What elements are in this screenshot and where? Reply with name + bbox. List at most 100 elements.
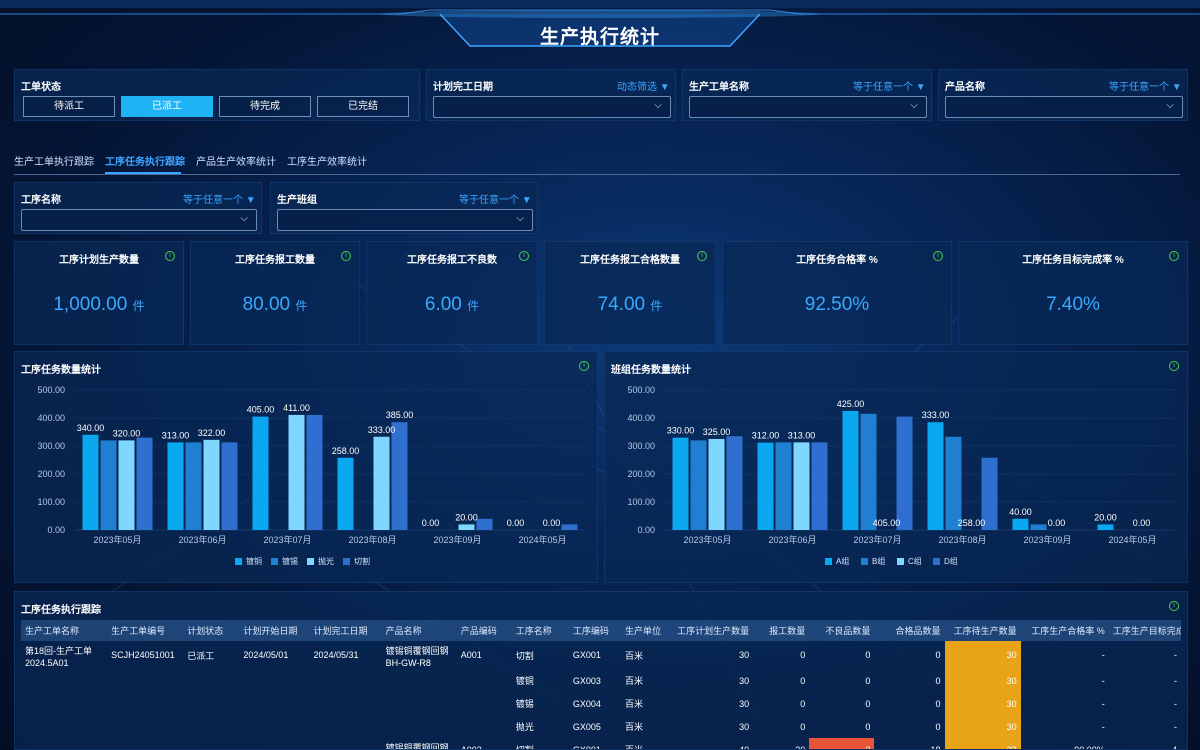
info-icon[interactable]: i	[579, 361, 589, 371]
table-row[interactable]: 镀铜 GX003 百米 30 0 0 0 30- -	[21, 669, 1181, 692]
table-row[interactable]: 抛光 GX005 百米 30 0 0 0 30- -	[21, 715, 1181, 738]
work-order-select[interactable]: ⌵	[689, 96, 927, 118]
legend-label: 抛光	[318, 556, 334, 566]
table-row[interactable]: 镀锡铜覆钢回钢 A002 切割 GX001 百米 40 20 2 18 22 90.00% 4	[21, 738, 1181, 750]
column-header[interactable]: 工序生产目标完成	[1108, 620, 1181, 641]
bar	[288, 414, 305, 530]
table-cell: 切割	[515, 745, 534, 750]
product-select[interactable]: ⌵	[945, 96, 1183, 118]
table-cell: 镀锡	[515, 699, 534, 709]
tab-process-task-tracking[interactable]: 工序任务执行跟踪	[105, 157, 185, 168]
bar	[185, 442, 202, 530]
column-header[interactable]: 计划开始日期	[239, 620, 310, 641]
table-cell: 4	[1171, 744, 1177, 750]
process-mode-link[interactable]: 等于任意一个 ▼	[183, 191, 256, 206]
data-label: 313.00	[788, 430, 816, 440]
product-mode-link[interactable]: 等于任意一个 ▼	[1109, 78, 1182, 93]
info-icon[interactable]: i	[1169, 601, 1179, 611]
table-cell	[21, 715, 107, 738]
table-cell: 镀锡铜覆钢回钢	[385, 743, 449, 750]
table-cell: -	[1174, 698, 1177, 709]
table-cell: -	[1174, 675, 1177, 686]
plan-date-select[interactable]: ⌵	[433, 96, 671, 118]
data-label: 0.00	[543, 518, 561, 528]
info-icon[interactable]: i	[1169, 361, 1179, 371]
table-cell: 第18回-生产工单 2024.5A01	[25, 646, 93, 668]
x-tick-label: 2023年08月	[938, 534, 986, 545]
kpi-number: 1,000.00	[53, 294, 128, 315]
status-button-completed[interactable]: 已完结	[317, 96, 409, 117]
table-cell: -	[1174, 721, 1177, 732]
x-tick-label: 2023年09月	[433, 534, 481, 545]
status-button-to-complete[interactable]: 待完成	[219, 96, 311, 117]
table-cell: 0	[865, 698, 871, 709]
status-filter-panel: 工单状态 待派工 已派工 待完成 已完结	[14, 69, 420, 121]
data-label: 333.00	[922, 410, 950, 420]
info-icon[interactable]: i	[165, 251, 175, 261]
column-header[interactable]: 计划完工日期	[309, 620, 382, 641]
x-tick-label: 2023年08月	[348, 534, 396, 545]
process-select[interactable]: ⌵	[21, 209, 257, 231]
plan-date-mode-link[interactable]: 动态筛选 ▼	[617, 78, 670, 93]
caret-down-icon: ▼	[915, 82, 926, 93]
x-tick-label: 2023年09月	[1023, 534, 1071, 545]
tab-process-efficiency[interactable]: 工序生产效率统计	[287, 157, 367, 168]
status-button-dispatched[interactable]: 已派工	[121, 96, 213, 117]
data-label: 40.00	[1009, 507, 1032, 517]
column-header[interactable]: 不良品数量	[809, 620, 875, 641]
table-row[interactable]: 第18回-生产工单 2024.5A01 SCJH24051001 已派工 2024/0…	[21, 641, 1181, 669]
kpi-title: 工序任务报工合格数量	[580, 255, 680, 266]
column-header[interactable]: 工序生产合格率 %	[1020, 620, 1109, 641]
status-button-pending[interactable]: 待派工	[23, 96, 115, 117]
column-header[interactable]: 生产工单名称	[21, 620, 108, 641]
team-mode-link[interactable]: 等于任意一个 ▼	[459, 191, 532, 206]
column-header[interactable]: 合格品数量	[874, 620, 945, 641]
column-header[interactable]: 产品名称	[381, 620, 457, 641]
column-header[interactable]: 产品编码	[456, 620, 512, 641]
column-header[interactable]: 工序计划生产数量	[671, 620, 754, 641]
x-tick-label: 2023年06月	[178, 534, 226, 545]
column-header[interactable]: 计划状态	[183, 620, 240, 641]
column-header[interactable]: 工序名称	[511, 620, 569, 641]
table-cell	[382, 715, 457, 738]
bar	[1030, 524, 1047, 530]
legend-swatch	[897, 558, 904, 565]
column-header[interactable]: 生产工单编号	[107, 620, 184, 641]
table-cell: 0	[800, 721, 806, 732]
team-filter-panel: 生产班组 等于任意一个 ▼ ⌵	[270, 182, 538, 234]
bar	[561, 524, 578, 530]
table-row[interactable]: 镀锡 GX004 百米 30 0 0 0 30- -	[21, 692, 1181, 715]
bar	[337, 457, 354, 530]
info-icon[interactable]: i	[519, 251, 529, 261]
team-select[interactable]: ⌵	[277, 209, 533, 231]
kpi-number: 92.50%	[804, 294, 870, 315]
info-icon[interactable]: i	[697, 251, 707, 261]
caret-down-icon: ▼	[1171, 82, 1182, 93]
table-scroll-area[interactable]: 生产工单名称 生产工单编号 计划状态 计划开始日期 计划完工日期 产品名称 产品编码 工序名称…	[21, 620, 1181, 750]
table-cell: 百米	[624, 745, 643, 750]
y-tick-label: 0.00	[637, 525, 655, 535]
info-icon[interactable]: i	[933, 251, 943, 261]
kpi-title: 工序任务报工数量	[235, 255, 315, 266]
column-header[interactable]: 工序待生产数量	[944, 620, 1021, 641]
bar	[252, 416, 269, 530]
kpi-number: 7.40%	[1046, 294, 1100, 315]
y-tick-label: 100.00	[627, 497, 655, 507]
tab-work-order-tracking[interactable]: 生产工单执行跟踪	[14, 157, 94, 168]
info-icon[interactable]: i	[1169, 251, 1179, 261]
bar	[726, 436, 743, 530]
data-label: 411.00	[283, 403, 310, 413]
column-header[interactable]: 生产单位	[620, 620, 672, 641]
status-filter-label: 工单状态	[21, 82, 61, 93]
info-icon[interactable]: i	[341, 251, 351, 261]
tab-product-efficiency[interactable]: 产品生产效率统计	[196, 157, 276, 168]
data-label: 0.00	[422, 518, 440, 528]
work-order-mode-link[interactable]: 等于任意一个 ▼	[853, 78, 926, 93]
table-cell	[309, 715, 381, 738]
chart-panel-team-tasks: 班组任务数量统计 i 0.00 100.00 200.00 300.00 400.00 5…	[604, 351, 1188, 583]
tab-divider	[14, 174, 1180, 175]
kpi-title: 工序计划生产数量	[59, 255, 139, 266]
column-header[interactable]: 工序编码	[568, 620, 621, 641]
column-header[interactable]: 报工数量	[753, 620, 810, 641]
table-cell: 0	[865, 675, 871, 686]
